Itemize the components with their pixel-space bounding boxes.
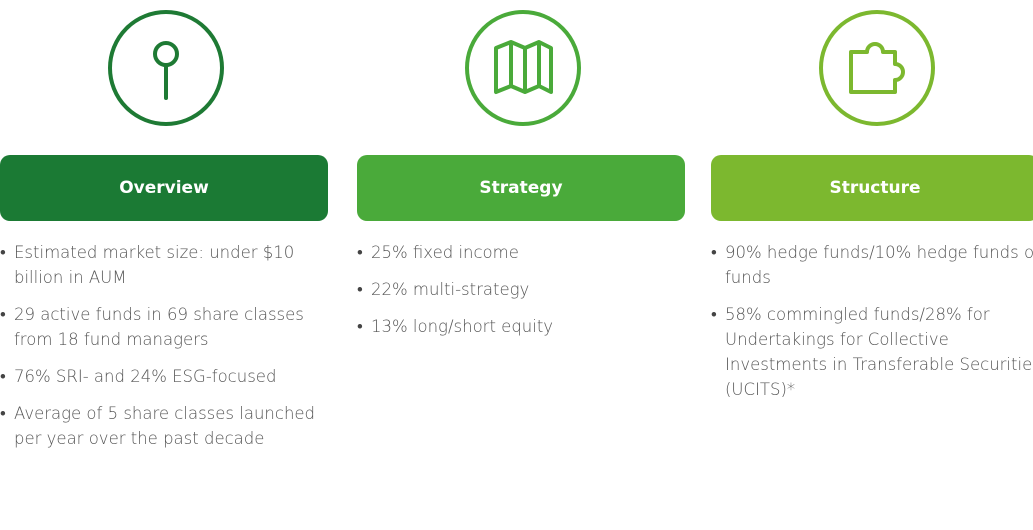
bullet-item: 25% fixed income <box>357 240 687 265</box>
column-title: Structure <box>711 155 1033 221</box>
column-title: Overview <box>0 155 328 221</box>
item-list: 25% fixed income 22% multi-strategy 13% lo… <box>357 240 687 351</box>
bullet-item: 90% hedge funds/10% hedge funds of funds <box>711 240 1033 290</box>
bullet-item: Estimated market size: under $10 billion… <box>0 240 330 290</box>
item-list: Estimated market size: under $10 billion… <box>0 240 330 463</box>
bullet-item: 13% long/short equity <box>357 314 687 339</box>
bullet-item: 29 active funds in 69 share classes from… <box>0 302 330 352</box>
map-icon <box>465 10 581 126</box>
column-title: Strategy <box>357 155 685 221</box>
item-list: 90% hedge funds/10% hedge funds of funds… <box>711 240 1033 414</box>
puzzle-icon <box>819 10 935 126</box>
bullet-item: 76% SRI- and 24% ESG-focused <box>0 364 330 389</box>
pin-icon <box>108 10 224 126</box>
bullet-item: Average of 5 share classes launched per … <box>0 401 330 451</box>
bullet-item: 22% multi-strategy <box>357 277 687 302</box>
bullet-item: 58% commingled funds/28% for Undertaking… <box>711 302 1033 402</box>
